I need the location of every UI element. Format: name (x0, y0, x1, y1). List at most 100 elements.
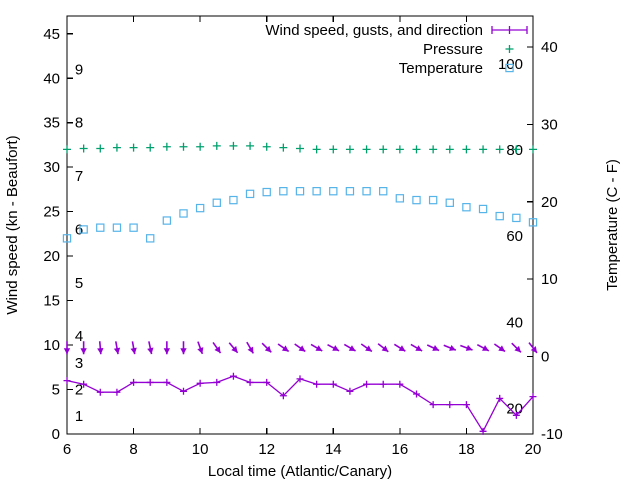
y-axis-tick-label: 20 (43, 248, 60, 265)
legend-plus-symbol (505, 45, 514, 53)
wind-direction-arrow (212, 341, 222, 354)
wind-direction-arrow (97, 341, 104, 355)
wind-speed-point (163, 378, 171, 386)
wind-direction-arrow (426, 344, 440, 352)
wind-direction-arrow (377, 343, 389, 353)
temperature-point (528, 218, 538, 227)
wind-speed-point (279, 392, 287, 400)
wind-speed-point (80, 380, 88, 388)
beaufort-scale-label: 1 (75, 408, 83, 425)
fahrenheit-scale-label: 80 (506, 142, 523, 159)
wind-speed-point (246, 378, 254, 386)
pressure-point (479, 145, 488, 154)
axis-titles-layer: Local time (Atlantic/Canary) Wind speed (… (4, 135, 621, 480)
temperature-point (212, 198, 221, 207)
arrow-head (80, 348, 87, 355)
pressure-point (379, 145, 388, 154)
arrow-head (332, 345, 340, 351)
wind-speed-point (329, 380, 337, 388)
beaufort-scale-label: 2 (75, 382, 83, 399)
arrow-head (348, 345, 356, 351)
temperature-point (129, 223, 138, 232)
arrow-head (498, 345, 506, 352)
pressure-point (395, 145, 404, 154)
temperature-point (345, 187, 355, 196)
arrow-head (449, 344, 456, 351)
wind-speed-point (379, 380, 387, 388)
wind-speed-line (66, 375, 534, 433)
arrow-head (398, 345, 406, 352)
arrow-head (415, 345, 423, 351)
arrow-head (365, 345, 372, 352)
wind-speed-series (63, 372, 537, 435)
y2-axis-tick-label: -10 (541, 426, 563, 443)
wind-direction-arrow (63, 341, 71, 355)
pressure-point (279, 143, 288, 152)
arrow-head (231, 346, 238, 353)
fahrenheit-scale-label: 60 (506, 228, 523, 245)
y-axis-title: Wind speed (kn - Beaufort) (4, 135, 21, 314)
beaufort-scale-label: 6 (75, 221, 83, 238)
wind-speed-point (512, 411, 520, 419)
wind-direction-arrows (63, 341, 538, 355)
wind-speed-point (146, 378, 154, 386)
pressure-point (512, 145, 521, 154)
temperature-point (445, 198, 454, 207)
x-axis-tick-label: 20 (525, 441, 542, 458)
arrow-head (197, 347, 204, 354)
temperature-point (179, 209, 188, 218)
arrow-head (63, 348, 71, 355)
temperature-point (312, 187, 321, 196)
temperature-point (245, 189, 255, 199)
wind-speed-point (413, 390, 420, 398)
temperature-series (62, 187, 538, 243)
wind-speed-point (346, 387, 354, 395)
temperature-point (195, 203, 205, 213)
temperature-point (62, 234, 72, 243)
y2-axis-tick-label: 40 (541, 39, 558, 56)
pressure-point (429, 145, 438, 154)
arrow-head (130, 347, 137, 355)
wind-direction-arrow (261, 342, 272, 353)
temperature-point (96, 223, 105, 232)
arrow-head (264, 345, 272, 353)
data-series-layer (62, 141, 538, 435)
arrow-head (247, 346, 254, 354)
pressure-point (529, 145, 537, 154)
arrow-head (465, 344, 473, 351)
wind-direction-arrow (327, 343, 340, 352)
pressure-point (162, 142, 171, 151)
beaufort-scale-label: 8 (75, 115, 83, 132)
wind-direction-arrow (130, 341, 137, 355)
temperature-point (362, 187, 371, 196)
wind-speed-point (63, 377, 71, 385)
arrow-head (214, 346, 221, 354)
wind-direction-arrow (343, 343, 356, 352)
wind-speed-point (113, 388, 121, 396)
beaufort-scale-label: 4 (75, 328, 83, 345)
wind-direction-arrow (493, 343, 506, 353)
pressure-point (262, 142, 271, 151)
wind-direction-arrow (460, 344, 473, 351)
pressure-series (63, 141, 537, 154)
pressure-point (345, 145, 354, 154)
pressure-point (196, 142, 205, 151)
y-axis-tick-label: 40 (43, 70, 60, 87)
y-axis-tick-label: 0 (52, 426, 60, 443)
wind-direction-arrow (443, 344, 457, 351)
pressure-point (96, 144, 105, 153)
wind-speed-point (229, 372, 237, 380)
arrow-head (514, 345, 521, 353)
wind-speed-point (96, 388, 104, 396)
wind-direction-arrow (147, 341, 154, 355)
wind-speed-point (263, 378, 271, 386)
wind-direction-arrow (163, 341, 171, 355)
arrow-head (530, 346, 538, 353)
arrow-head (97, 347, 104, 355)
temperature-point (79, 225, 88, 234)
pressure-point (312, 145, 321, 154)
temperature-point (478, 204, 488, 214)
